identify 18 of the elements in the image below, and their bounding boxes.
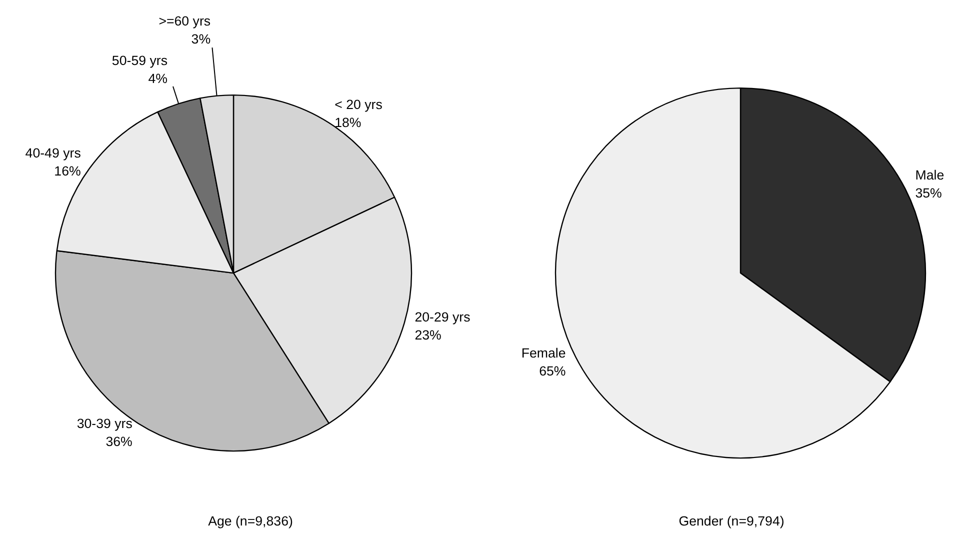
slice-label: < 20 yrs: [334, 96, 383, 112]
text: Gender (n=9,794): [678, 514, 784, 528]
slice-label: Female: [521, 346, 566, 361]
data-label: 3%: [191, 31, 211, 46]
slice-label: Male: [915, 167, 944, 182]
data-label: 35%: [915, 185, 942, 200]
text: Age (n=9,836): [208, 514, 293, 528]
slice-label: >=60 yrs: [158, 13, 211, 28]
slice-label: 40-49 yrs: [25, 145, 82, 160]
slice-label: 20-29 yrs: [414, 309, 471, 324]
data-label: 65%: [539, 364, 566, 379]
data-label: 18%: [334, 114, 362, 130]
slice-label: 30-39 yrs: [76, 416, 133, 432]
data-label: 4%: [148, 70, 168, 86]
data-label: 23%: [414, 327, 442, 342]
slice-label: 50-59 yrs: [112, 52, 168, 68]
data-label: 16%: [54, 163, 82, 178]
data-label: 36%: [106, 434, 133, 450]
